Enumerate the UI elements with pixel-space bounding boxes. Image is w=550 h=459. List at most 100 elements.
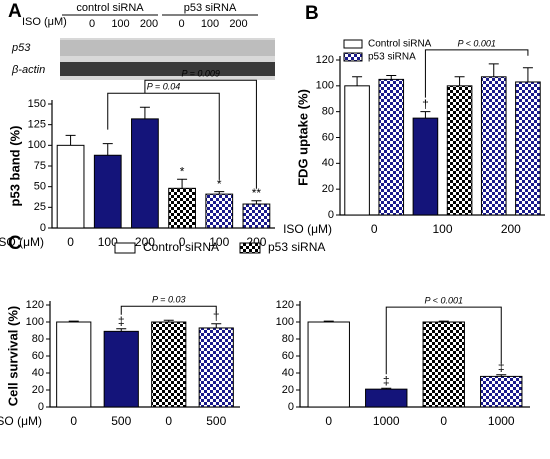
y-tick-label: 80 bbox=[282, 333, 294, 345]
bar bbox=[56, 144, 85, 229]
legend-swatch bbox=[343, 52, 363, 62]
bracket bbox=[107, 92, 220, 180]
blot-dose: 200 bbox=[229, 18, 247, 30]
bar bbox=[151, 321, 187, 408]
y-tick-label: 100 bbox=[276, 316, 294, 328]
x-axis-label: ISO (μM) bbox=[0, 235, 44, 249]
bar bbox=[93, 154, 122, 229]
y-tick-label: 125 bbox=[28, 119, 46, 131]
error-bar bbox=[211, 323, 222, 328]
y-tick-label: 25 bbox=[34, 201, 46, 213]
bar bbox=[480, 76, 507, 216]
bar bbox=[205, 193, 234, 229]
x-tick-label: 0 bbox=[179, 235, 186, 249]
significance-mark: ‡ bbox=[498, 360, 505, 374]
y-tick-label: 50 bbox=[34, 181, 46, 193]
bracket-label: P = 0.009 bbox=[181, 69, 219, 79]
x-tick-label: 0 bbox=[371, 222, 378, 236]
bar bbox=[446, 85, 473, 216]
x-tick-label: 0 bbox=[440, 414, 447, 428]
y-tick-label: 40 bbox=[322, 157, 334, 169]
y-tick-label: 100 bbox=[316, 80, 334, 92]
error-bar bbox=[381, 387, 392, 390]
axes bbox=[51, 100, 275, 229]
bracket bbox=[424, 49, 529, 98]
blot-dose: 100 bbox=[111, 18, 129, 30]
x-tick-label: 200 bbox=[135, 235, 155, 249]
y-tick-label: 0 bbox=[38, 401, 44, 413]
bar bbox=[365, 388, 408, 408]
y-tick-label: 20 bbox=[32, 384, 44, 396]
bar bbox=[422, 321, 465, 408]
y-tick-label: 40 bbox=[32, 367, 44, 379]
y-axis-label: Cell survival (%) bbox=[5, 306, 20, 406]
y-tick-label: 100 bbox=[26, 316, 44, 328]
x-tick-label: 500 bbox=[111, 414, 131, 428]
x-axis-label: ISO (μM) bbox=[283, 222, 332, 236]
significance-mark: ‡ bbox=[118, 314, 125, 328]
blot-dose: 200 bbox=[140, 18, 158, 30]
blot-dose: 100 bbox=[201, 18, 219, 30]
error-bar bbox=[386, 75, 397, 80]
x-tick-label: 0 bbox=[70, 414, 77, 428]
blot-row-label: p53 bbox=[11, 42, 31, 54]
bar bbox=[307, 321, 350, 408]
error-bar bbox=[420, 111, 431, 119]
legend-swatch bbox=[114, 242, 136, 254]
bar bbox=[242, 203, 271, 229]
y-tick-label: 120 bbox=[276, 299, 294, 311]
blot-group-label: p53 siRNA bbox=[184, 2, 237, 14]
axes bbox=[339, 56, 545, 216]
blot-dose: 0 bbox=[89, 18, 95, 30]
x-tick-label: 0 bbox=[67, 235, 74, 249]
blot-row bbox=[60, 40, 275, 56]
y-tick-label: 120 bbox=[316, 54, 334, 66]
y-tick-label: 40 bbox=[282, 367, 294, 379]
legend-label: p53 siRNA bbox=[368, 52, 416, 63]
blot-dose: 0 bbox=[178, 18, 184, 30]
y-tick-label: 80 bbox=[32, 333, 44, 345]
bracket-label: P < 0.001 bbox=[425, 296, 463, 306]
bar bbox=[56, 321, 92, 408]
significance-mark: * bbox=[180, 164, 185, 178]
bar bbox=[198, 327, 234, 408]
error-bar bbox=[454, 76, 465, 86]
y-tick-label: 120 bbox=[26, 299, 44, 311]
y-tick-label: 60 bbox=[282, 350, 294, 362]
error-bar bbox=[214, 191, 225, 195]
significance-mark: ** bbox=[252, 186, 262, 200]
blot-group-label: control siRNA bbox=[76, 2, 144, 14]
y-tick-label: 60 bbox=[32, 350, 44, 362]
y-tick-label: 0 bbox=[288, 401, 294, 413]
bracket bbox=[385, 306, 502, 375]
error-bar bbox=[522, 67, 533, 82]
error-bar bbox=[323, 320, 334, 322]
x-tick-label: 100 bbox=[209, 235, 229, 249]
bar bbox=[480, 375, 523, 408]
y-tick-label: 150 bbox=[28, 98, 46, 110]
legend-label: p53 siRNA bbox=[268, 240, 325, 254]
bracket-label: P < 0.001 bbox=[457, 38, 495, 48]
x-tick-label: 500 bbox=[206, 414, 226, 428]
y-tick-label: 0 bbox=[328, 209, 334, 221]
error-bar bbox=[102, 143, 113, 156]
bracket bbox=[144, 79, 257, 189]
error-bar bbox=[438, 320, 449, 322]
blot-row-label: β-actin bbox=[11, 64, 45, 76]
y-axis-label: p53 band (%) bbox=[7, 126, 22, 207]
y-tick-label: 100 bbox=[28, 139, 46, 151]
error-bar bbox=[488, 63, 499, 77]
x-tick-label: 0 bbox=[165, 414, 172, 428]
significance-mark: † bbox=[422, 97, 429, 111]
significance-mark: † bbox=[213, 309, 220, 323]
x-tick-label: 0 bbox=[325, 414, 332, 428]
bracket-label: P = 0.03 bbox=[152, 295, 185, 305]
x-tick-label: 100 bbox=[98, 235, 118, 249]
x-tick-label: 1000 bbox=[373, 414, 400, 428]
bracket-label: P = 0.04 bbox=[147, 82, 180, 92]
bar bbox=[344, 85, 370, 216]
error-bar bbox=[352, 76, 363, 86]
blot-dose-label: ISO (μM) bbox=[22, 16, 67, 28]
error-bar bbox=[177, 178, 188, 189]
